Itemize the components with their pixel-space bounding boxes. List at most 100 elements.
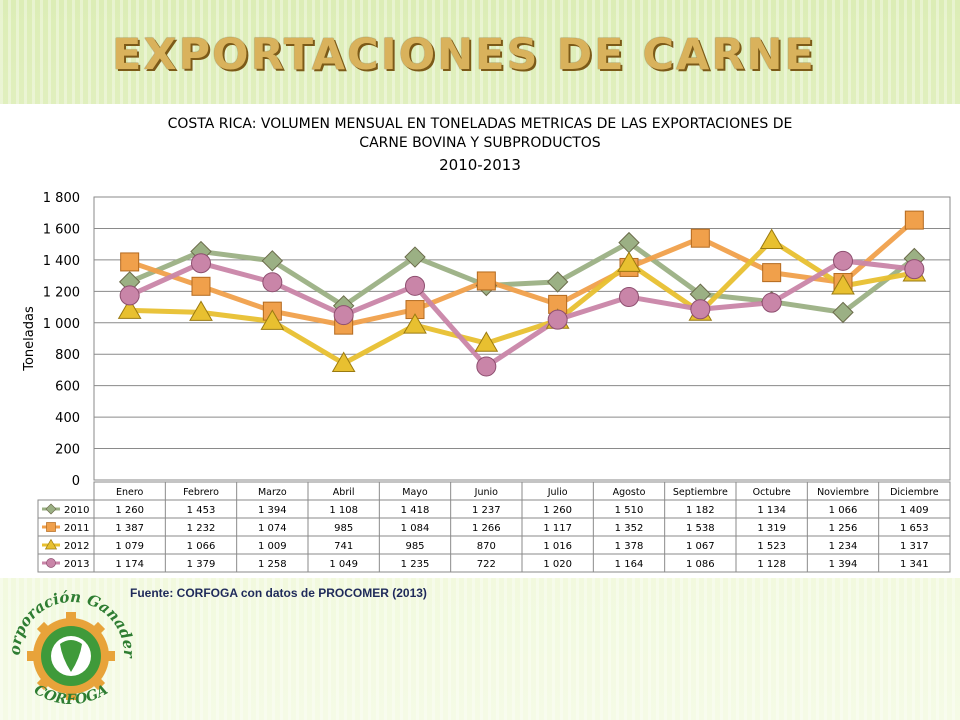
- legend-entry-2013: 2013: [64, 559, 89, 570]
- category-label: Marzo: [258, 487, 287, 498]
- data-label-2011: 1 266: [472, 523, 501, 534]
- data-point-2012: [474, 331, 499, 352]
- data-point-2010: [832, 301, 854, 324]
- data-label-2012: 1 523: [757, 541, 786, 552]
- data-point-2013: [191, 253, 211, 274]
- data-point-2011: [476, 271, 496, 291]
- data-label-2012: 1 009: [258, 541, 287, 552]
- data-point-2013: [547, 309, 568, 330]
- data-label-2011: 1 084: [401, 523, 430, 534]
- data-label-2013: 1 164: [615, 559, 644, 570]
- data-point-2012: [117, 298, 142, 319]
- data-label-2010: 1 409: [900, 505, 929, 516]
- data-label-2012: 1 234: [829, 541, 858, 552]
- data-point-2013: [119, 285, 140, 306]
- data-point-2013: [690, 299, 711, 320]
- data-label-2013: 1 394: [829, 559, 858, 570]
- category-label: Enero: [116, 487, 144, 498]
- legend-key-marker-2012: [44, 538, 58, 550]
- data-label-2012: 1 067: [686, 541, 715, 552]
- data-label-2012: 1 317: [900, 541, 929, 552]
- data-label-2012: 741: [334, 541, 353, 552]
- chart-title: COSTA RICA: VOLUMEN MENSUAL EN TONELADAS…: [167, 116, 793, 132]
- data-point-2013: [262, 272, 283, 293]
- data-label-2013: 1 341: [900, 559, 929, 570]
- data-point-2011: [120, 252, 140, 272]
- y-tick-label: 400: [55, 411, 80, 426]
- category-label: Septiembre: [673, 487, 728, 498]
- gear-icon: [27, 612, 115, 700]
- category-label: Mayo: [402, 487, 428, 498]
- data-label-2013: 1 174: [115, 559, 144, 570]
- legend-entry-2010: 2010: [64, 505, 89, 516]
- data-label-2011: 1 256: [829, 523, 858, 534]
- chart-panel: COSTA RICA: VOLUMEN MENSUAL EN TONELADAS…: [0, 104, 960, 578]
- data-label-2011: 1 653: [900, 523, 929, 534]
- y-tick-label: 1 800: [43, 191, 80, 206]
- data-point-2012: [189, 300, 213, 321]
- data-point-2011: [904, 210, 924, 230]
- source-note: Fuente: CORFOGA con datos de PROCOMER (2…: [130, 586, 427, 600]
- data-label-2012: 1 016: [543, 541, 572, 552]
- plot-area: [93, 196, 951, 481]
- data-label-2012: 870: [477, 541, 496, 552]
- data-label-2013: 1 086: [686, 559, 715, 570]
- chart-title-line2: CARNE BOVINA Y SUBPRODUCTOS: [359, 135, 601, 151]
- data-label-2010: 1 418: [401, 505, 430, 516]
- legend-entry-2012: 2012: [64, 541, 89, 552]
- data-point-2012: [403, 313, 427, 334]
- data-label-2010: 1 394: [258, 505, 287, 516]
- data-point-2012: [260, 309, 285, 330]
- data-label-2010: 1 108: [329, 505, 358, 516]
- y-tick-label: 0: [72, 474, 80, 489]
- y-tick-label: 800: [55, 348, 80, 363]
- data-label-2013: 1 379: [187, 559, 216, 570]
- data-label-2011: 1 232: [187, 523, 216, 534]
- legend-key-marker-2013: [46, 558, 56, 568]
- data-label-2010: 1 237: [472, 505, 501, 516]
- data-point-2013: [619, 286, 639, 307]
- data-label-2012: 1 079: [115, 541, 144, 552]
- line-chart: 0 200 400 600 800 1 000 1 200 1 400 1 600 1 800 To…: [22, 191, 951, 573]
- category-label: Diciembre: [890, 487, 939, 498]
- y-tick-label: 1 200: [43, 285, 80, 300]
- y-tick-label: 600: [55, 380, 80, 395]
- data-label-2010: 1 510: [615, 505, 644, 516]
- data-point-2013: [833, 250, 853, 271]
- data-label-2013: 1 235: [401, 559, 430, 570]
- series-line-2013: [128, 258, 915, 369]
- data-point-2011: [762, 263, 782, 283]
- chart-subtitle: 2010-2013: [439, 156, 521, 174]
- data-label-2010: 1 134: [757, 505, 786, 516]
- data-label-2012: 1 378: [615, 541, 644, 552]
- data-label-2012: 1 066: [187, 541, 216, 552]
- category-label: Julio: [547, 487, 568, 498]
- data-point-2012: [759, 228, 784, 250]
- data-label-2013: 1 258: [258, 559, 287, 570]
- data-point-2010: [404, 246, 426, 268]
- series-line-2011: [128, 218, 916, 328]
- category-label: Junio: [474, 487, 498, 498]
- category-label: Abril: [333, 487, 355, 498]
- legend-key-marker-2011: [46, 522, 56, 532]
- data-point-2011: [191, 276, 211, 296]
- y-tick-label: 1 400: [43, 254, 80, 269]
- category-label: Noviembre: [817, 487, 869, 498]
- data-point-2013: [904, 259, 925, 280]
- data-label-2010: 1 260: [115, 505, 144, 516]
- data-point-2012: [331, 351, 356, 372]
- data-point-2011: [690, 228, 710, 248]
- data-point-2013: [761, 292, 782, 313]
- data-label-2011: 1 538: [686, 523, 715, 534]
- data-label-2013: 1 128: [757, 559, 786, 570]
- y-axis-label: Toneladas: [22, 306, 37, 372]
- category-label: Febrero: [183, 487, 219, 498]
- data-label-2012: 985: [405, 541, 424, 552]
- series-line-2012: [129, 238, 915, 366]
- y-tick-label: 1 000: [43, 317, 80, 332]
- y-tick-label: 200: [55, 443, 80, 458]
- data-label-2013: 722: [477, 559, 496, 570]
- data-point-2013: [405, 275, 425, 296]
- data-label-2011: 1 117: [543, 523, 572, 534]
- data-point-2012: [617, 251, 641, 272]
